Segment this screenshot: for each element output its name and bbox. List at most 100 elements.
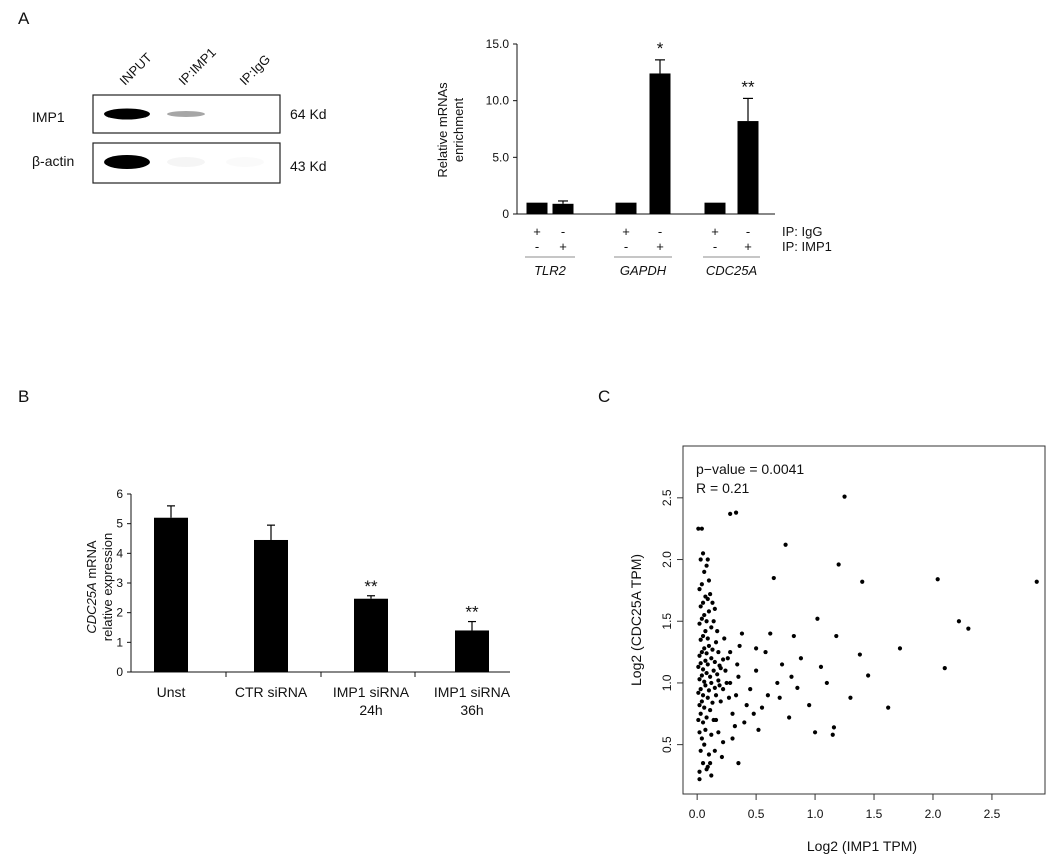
chart-c-point xyxy=(699,582,704,587)
chart-c-point xyxy=(697,777,702,782)
blot-bands xyxy=(104,108,205,169)
chart-c-point xyxy=(702,646,707,651)
chart-c-point xyxy=(730,711,735,716)
chart-c-point xyxy=(702,705,707,710)
chart-c-point xyxy=(775,680,780,686)
chart-c-point xyxy=(716,649,721,655)
chart-c-point xyxy=(789,674,794,679)
chart-c-point xyxy=(704,670,709,676)
chart-c-point xyxy=(709,656,714,661)
chart-c-point xyxy=(1034,579,1039,584)
chart-b-bar xyxy=(354,598,388,672)
chart-a-bar xyxy=(526,202,548,214)
chart-b-category-label: IMP1 siRNA xyxy=(333,684,410,700)
chart-c-point xyxy=(712,659,717,665)
chart-c-plot-box xyxy=(682,445,1046,795)
chart-c-point xyxy=(718,699,723,704)
chart-c-point xyxy=(708,707,713,713)
chart-c-point xyxy=(698,604,703,609)
chart-c-point xyxy=(733,510,739,515)
chart-a-ip-sign: + xyxy=(622,224,630,239)
chart-c-point xyxy=(712,685,717,690)
chart-c-point xyxy=(700,720,706,725)
chart-a-ip-label: IP: IMP1 xyxy=(782,239,832,254)
chart-c-pvalue: p−value = 0.0041 xyxy=(696,461,804,477)
chart-c-axes: 0.0 0.5 1.0 1.5 2.0 2.5 0.5 1.0 1.5 2.0 2.5 xyxy=(660,489,1001,821)
chart-c-point xyxy=(737,643,742,649)
chart-c-point xyxy=(697,621,702,626)
chart-c-y-tick-label: 2.5 xyxy=(660,489,674,506)
chart-b-ylabel-2: relative expression xyxy=(100,533,115,641)
chart-c-point xyxy=(708,761,713,766)
chart-c-point xyxy=(771,575,776,581)
blot-row-label-imp1: IMP1 xyxy=(32,109,65,125)
chart-b-bar xyxy=(154,517,188,672)
chart-c-point xyxy=(722,636,727,641)
chart-c-point xyxy=(834,633,839,639)
chart-c-point xyxy=(836,562,841,567)
chart-c-point xyxy=(703,727,708,732)
chart-c-point xyxy=(713,717,719,723)
chart-c-point xyxy=(705,764,710,769)
chart-b-y-tick-label: 5 xyxy=(116,517,123,531)
chart-c-point xyxy=(736,674,741,679)
chart-c-point xyxy=(716,678,721,683)
chart-c-y-tick-label: 1.0 xyxy=(660,674,674,691)
chart-c-point xyxy=(736,761,741,766)
chart-c-point xyxy=(708,674,713,679)
chart-c-point xyxy=(699,673,704,678)
chart-c-point xyxy=(754,646,759,651)
chart-c-point xyxy=(726,695,732,700)
chart-a-ip-sign: - xyxy=(624,239,628,254)
chart-a-bar xyxy=(737,121,759,214)
chart-c-point xyxy=(703,658,708,663)
chart-c-point xyxy=(706,578,712,583)
chart-c-point xyxy=(697,587,702,592)
chart-c-point xyxy=(702,612,707,618)
chart-c-point xyxy=(713,640,719,645)
blot-band xyxy=(104,155,150,169)
chart-c-point xyxy=(812,730,818,735)
chart-c-point xyxy=(728,511,733,516)
chart-c-point xyxy=(815,616,820,621)
chart-c-point xyxy=(709,732,714,737)
chart-c-point xyxy=(735,662,740,667)
chart-a-ip-sign: - xyxy=(561,224,565,239)
chart-b-category-label: Unst xyxy=(157,684,186,700)
chart-a-gene-label: CDC25A xyxy=(706,263,757,278)
chart-a-y-tick-label: 0 xyxy=(502,207,509,221)
chart-c-point xyxy=(708,591,713,597)
chart-a-axes: 0 5.0 10.0 15.0 xyxy=(486,37,775,221)
chart-c-point xyxy=(942,666,947,671)
chart-a-ylabel-2: enrichment xyxy=(451,97,466,162)
chart-c-point xyxy=(702,742,707,747)
chart-c-point xyxy=(702,569,707,574)
chart-c-x-tick-label: 1.5 xyxy=(866,807,883,821)
chart-c-point xyxy=(830,732,835,737)
chart-a-ip-table: TLR2 GAPDH CDC25A+ - + - + - IP: IgG- + - + - + IP: IM… xyxy=(525,224,832,278)
chart-a-y-tick-label: 15.0 xyxy=(486,37,510,51)
chart-b-bar xyxy=(455,630,489,672)
blot-band xyxy=(167,111,205,117)
chart-a-ip-sign: + xyxy=(656,239,664,254)
chart-c-point xyxy=(705,636,710,641)
chart-c-point xyxy=(723,668,728,673)
chart-a-bars: *** xyxy=(526,39,759,214)
chart-a-bar xyxy=(552,203,574,214)
chart-c-point xyxy=(703,683,708,688)
chart-c-point xyxy=(703,629,708,634)
panel-label-c: C xyxy=(598,387,610,406)
chart-b-significance: ** xyxy=(465,603,479,622)
chart-c-y-tick-label: 1.5 xyxy=(660,613,674,630)
chart-c-point xyxy=(807,703,812,708)
chart-c-point xyxy=(717,683,722,688)
chart-c-point xyxy=(831,725,837,730)
chart-a-ip-sign: + xyxy=(744,239,752,254)
chart-c-point xyxy=(798,656,804,661)
chart-c-point xyxy=(697,703,702,708)
chart-a-y-tick-label: 5.0 xyxy=(492,150,509,164)
lane-label-input: INPUT xyxy=(117,50,155,88)
chart-a-ip-sign: + xyxy=(533,224,541,239)
chart-c-point xyxy=(706,609,712,614)
chart-c-point xyxy=(698,687,703,692)
